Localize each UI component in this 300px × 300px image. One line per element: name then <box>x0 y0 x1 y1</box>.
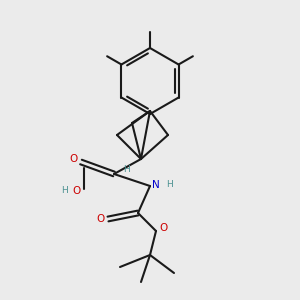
Text: O: O <box>96 214 105 224</box>
Text: O: O <box>159 223 168 233</box>
Text: N: N <box>152 179 160 190</box>
Text: H: H <box>166 180 173 189</box>
Text: H: H <box>61 186 68 195</box>
Text: O: O <box>69 154 78 164</box>
Text: H: H <box>123 165 129 174</box>
Text: O: O <box>72 185 81 196</box>
